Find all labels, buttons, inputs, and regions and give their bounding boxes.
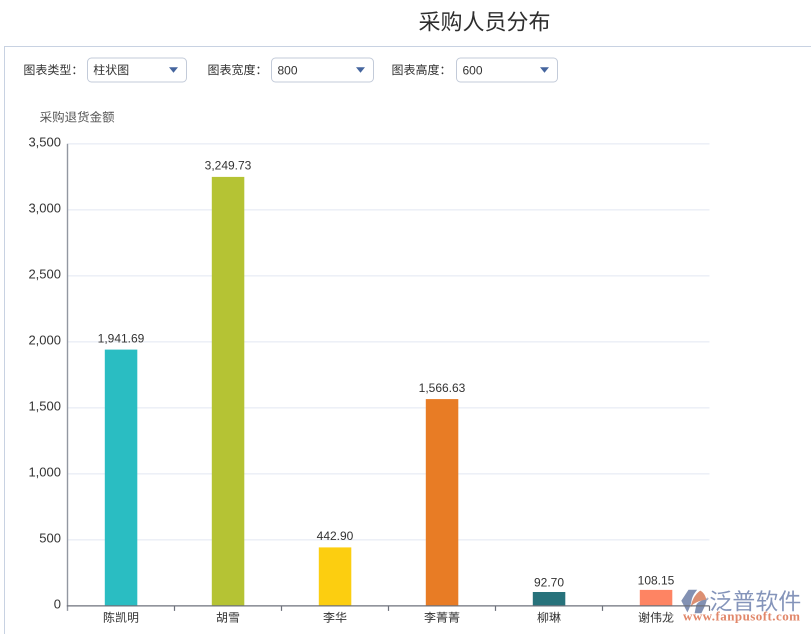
- svg-text:92.70: 92.70: [534, 576, 564, 590]
- svg-text:3,500: 3,500: [28, 134, 61, 149]
- svg-text:108.15: 108.15: [638, 573, 675, 587]
- svg-text:0: 0: [54, 596, 61, 611]
- svg-text:1,000: 1,000: [28, 464, 61, 479]
- svg-text:3,000: 3,000: [28, 200, 61, 215]
- svg-text:600: 600: [463, 63, 483, 77]
- svg-text:500: 500: [39, 530, 61, 545]
- svg-text:www.fanpusoft.com: www.fanpusoft.com: [683, 608, 800, 623]
- svg-text:3,249.73: 3,249.73: [205, 159, 252, 173]
- svg-text:2,000: 2,000: [28, 332, 61, 347]
- svg-text:442.90: 442.90: [317, 529, 354, 543]
- svg-text:1,566.63: 1,566.63: [419, 381, 466, 395]
- svg-text:1,941.69: 1,941.69: [98, 331, 145, 345]
- svg-text:800: 800: [278, 63, 298, 77]
- svg-text:1,500: 1,500: [28, 398, 61, 413]
- svg-text:2,500: 2,500: [28, 266, 61, 281]
